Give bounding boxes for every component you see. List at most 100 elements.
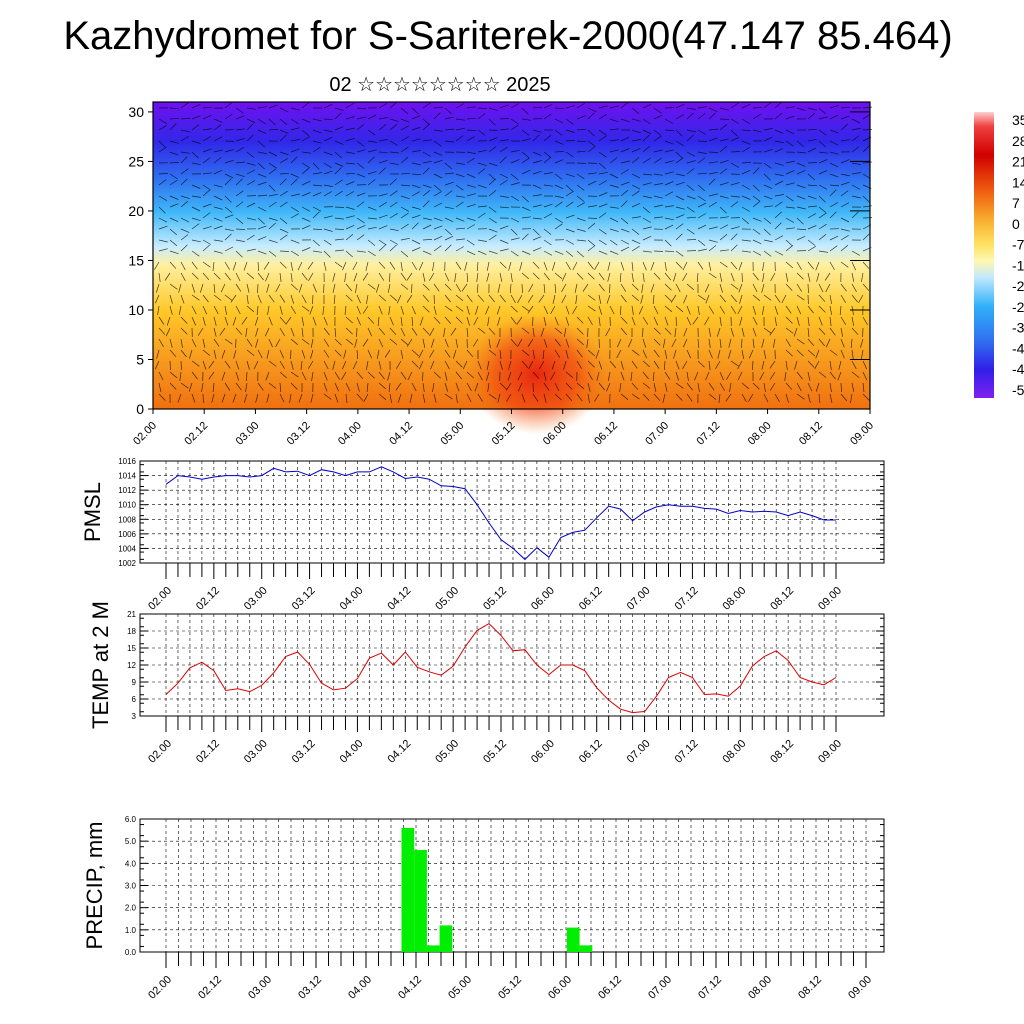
wind-barb <box>653 305 659 315</box>
wind-barb <box>708 393 717 400</box>
wind-barb <box>290 338 299 346</box>
wind-barb <box>422 139 432 142</box>
wind-barb <box>268 151 278 157</box>
wind-barb <box>230 294 237 303</box>
wind-barb <box>202 360 207 370</box>
precip-bar <box>414 850 427 952</box>
wind-barb <box>312 172 322 175</box>
wind-barb <box>650 261 655 271</box>
wind-barb <box>697 184 706 192</box>
wind-barb <box>532 236 542 241</box>
wind-barb <box>818 184 828 190</box>
wind-barb <box>221 349 226 359</box>
wind-barb <box>444 244 452 252</box>
wind-barb <box>411 206 421 210</box>
wind-barb <box>232 261 237 271</box>
wind-barb <box>279 316 287 325</box>
wind-barb <box>188 382 193 392</box>
wind-barb <box>232 393 237 403</box>
wind-barb <box>543 134 552 142</box>
wind-barb <box>169 261 177 269</box>
wind-barb <box>235 217 244 224</box>
wind-barb <box>224 316 229 326</box>
wind-barb <box>565 201 574 208</box>
wind-barb <box>752 305 757 315</box>
wind-barb <box>752 294 761 302</box>
y-tick-label: 5.0 <box>125 837 137 846</box>
wind-barb <box>345 116 355 120</box>
wind-barb <box>279 261 287 269</box>
wind-barb <box>554 184 564 190</box>
wind-barb <box>301 327 304 337</box>
wind-barb <box>785 283 793 291</box>
wind-barb <box>422 160 432 164</box>
wind-barb <box>697 195 706 202</box>
wind-barb <box>235 371 240 381</box>
wind-barb <box>499 248 509 252</box>
wind-barb <box>807 173 816 181</box>
wind-barb <box>180 136 189 142</box>
wind-barb <box>224 149 234 153</box>
wind-barb <box>664 360 666 371</box>
wind-barb <box>389 178 397 186</box>
wind-barb <box>824 272 831 281</box>
wind-barb <box>818 294 826 302</box>
wind-barb <box>594 261 600 270</box>
wind-barb <box>220 283 226 293</box>
wind-barb <box>739 294 743 304</box>
wind-barb <box>543 261 548 271</box>
wind-barb <box>487 382 490 392</box>
wind-barb <box>761 360 765 370</box>
colorbar-label: -4 <box>1012 340 1024 356</box>
wind-barb <box>323 371 328 381</box>
wind-barb <box>796 250 807 252</box>
wind-barb <box>785 182 795 186</box>
wind-barb <box>807 239 816 246</box>
wind-barb <box>510 305 518 313</box>
wind-barb <box>345 382 351 392</box>
wind-barb <box>598 360 603 370</box>
wind-barb <box>781 294 787 304</box>
wind-barb <box>796 235 806 241</box>
wind-barb <box>180 316 188 324</box>
wind-barb <box>455 246 464 252</box>
wind-barb <box>818 170 828 175</box>
wind-barb <box>653 204 663 208</box>
wind-barb <box>807 112 816 120</box>
wind-barb <box>527 305 534 314</box>
wind-barb <box>477 162 487 166</box>
wind-barb <box>851 371 860 378</box>
wind-barb <box>565 184 573 192</box>
wind-barb <box>739 316 743 326</box>
wind-barb <box>565 228 575 233</box>
wind-barb <box>620 148 630 153</box>
y-tick-label: 6 <box>132 695 137 704</box>
wind-barb <box>796 151 806 154</box>
wind-barb <box>609 228 619 232</box>
wind-barb <box>576 360 582 369</box>
wind-barb <box>169 107 180 110</box>
wind-barb <box>345 215 355 219</box>
wind-barb <box>246 234 255 241</box>
wind-barb <box>388 305 391 315</box>
wind-barb <box>840 235 849 241</box>
wind-barb <box>527 338 534 347</box>
wind-barb <box>741 338 743 349</box>
wind-barb <box>829 184 840 187</box>
wind-barb <box>682 360 688 369</box>
wind-barb <box>670 294 677 303</box>
wind-barb <box>367 171 377 175</box>
x-tick-label: 03.00 <box>242 585 270 613</box>
wind-barb <box>565 371 574 378</box>
wind-barb <box>255 393 259 403</box>
wind-barb <box>400 146 409 153</box>
wind-barb <box>686 316 692 326</box>
wind-barb <box>653 349 660 358</box>
wind-barb <box>554 327 563 334</box>
wind-barb <box>719 371 724 381</box>
wind-barb <box>807 128 818 131</box>
wind-barb <box>367 140 377 143</box>
wind-barb <box>241 316 248 325</box>
y-tick-label: 1002 <box>118 559 136 568</box>
